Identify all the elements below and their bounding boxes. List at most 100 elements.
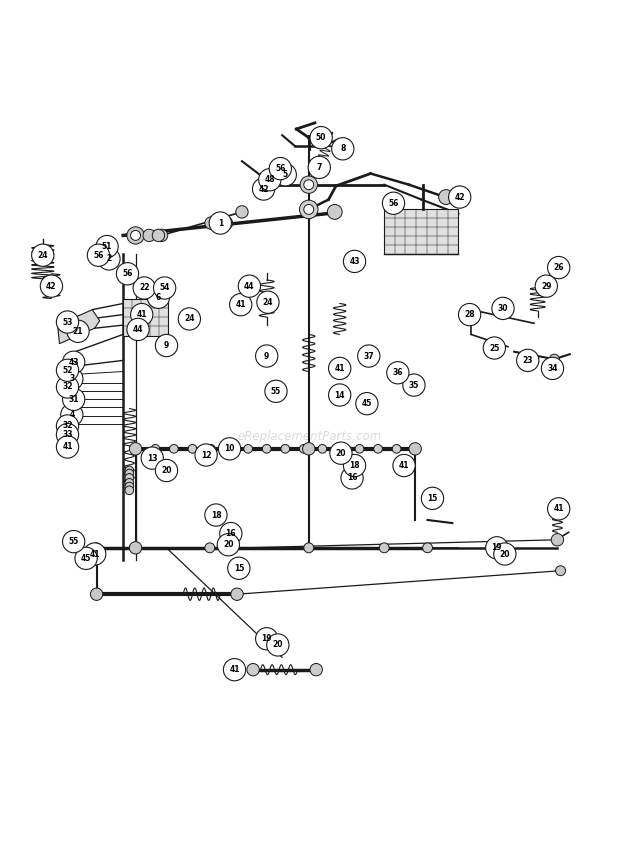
Circle shape (549, 354, 559, 364)
Circle shape (238, 275, 260, 297)
Circle shape (304, 543, 314, 552)
Text: 15: 15 (234, 564, 244, 573)
Circle shape (98, 248, 120, 270)
Circle shape (541, 357, 564, 380)
Circle shape (40, 275, 63, 297)
Text: 16: 16 (226, 529, 236, 538)
Text: 44: 44 (133, 325, 143, 334)
Text: 52: 52 (63, 365, 73, 375)
Circle shape (535, 275, 557, 297)
Circle shape (337, 445, 345, 453)
Circle shape (299, 200, 318, 219)
Circle shape (267, 634, 289, 656)
Circle shape (409, 443, 422, 455)
Text: 41: 41 (236, 301, 246, 309)
Circle shape (458, 303, 480, 326)
Circle shape (131, 303, 153, 326)
Text: 45: 45 (81, 554, 91, 562)
Circle shape (75, 547, 97, 569)
Circle shape (252, 178, 275, 200)
Circle shape (61, 368, 83, 390)
Circle shape (156, 334, 177, 357)
Circle shape (56, 424, 79, 445)
Text: 10: 10 (224, 445, 235, 453)
Circle shape (96, 236, 118, 258)
Circle shape (178, 308, 200, 330)
Text: 42: 42 (46, 281, 56, 290)
Text: 24: 24 (184, 314, 195, 323)
Circle shape (170, 445, 178, 453)
Circle shape (220, 217, 232, 229)
Text: 24: 24 (263, 298, 273, 306)
Text: 21: 21 (73, 327, 83, 336)
Circle shape (516, 349, 539, 371)
Circle shape (257, 291, 279, 313)
Text: 29: 29 (541, 281, 552, 290)
Circle shape (143, 229, 156, 242)
Circle shape (32, 244, 54, 266)
Text: 55: 55 (271, 386, 281, 396)
Circle shape (131, 231, 141, 240)
Circle shape (327, 205, 342, 219)
Circle shape (228, 557, 250, 579)
Circle shape (439, 189, 453, 205)
Circle shape (56, 311, 79, 333)
Circle shape (209, 212, 231, 234)
Circle shape (148, 286, 170, 308)
Circle shape (269, 157, 291, 179)
Circle shape (304, 205, 314, 215)
Circle shape (329, 357, 351, 380)
Circle shape (56, 436, 79, 458)
Circle shape (125, 466, 134, 475)
Circle shape (356, 392, 378, 415)
Text: 41: 41 (554, 504, 564, 514)
Text: 13: 13 (147, 454, 157, 462)
Circle shape (231, 588, 243, 600)
Circle shape (63, 530, 85, 552)
Circle shape (392, 445, 401, 453)
Text: 5: 5 (283, 170, 288, 179)
Text: 6: 6 (156, 293, 161, 301)
Circle shape (156, 229, 168, 242)
Text: 19: 19 (492, 543, 502, 552)
Text: 42: 42 (454, 193, 465, 201)
Circle shape (229, 294, 252, 316)
Circle shape (205, 217, 217, 229)
Circle shape (130, 443, 142, 455)
Circle shape (310, 126, 332, 149)
Circle shape (87, 244, 110, 266)
Circle shape (217, 534, 239, 556)
Circle shape (547, 498, 570, 520)
Circle shape (195, 444, 217, 466)
Text: 45: 45 (361, 399, 372, 408)
Circle shape (255, 345, 278, 367)
Text: 24: 24 (37, 251, 48, 259)
Circle shape (141, 447, 164, 469)
Circle shape (218, 438, 241, 460)
Circle shape (67, 320, 89, 343)
Text: 41: 41 (334, 364, 345, 373)
Circle shape (308, 157, 330, 179)
Text: 20: 20 (223, 541, 234, 549)
Circle shape (330, 442, 352, 464)
Text: eReplacementParts.com: eReplacementParts.com (238, 430, 382, 443)
Text: 56: 56 (122, 269, 133, 278)
Text: 7: 7 (317, 163, 322, 172)
Text: 20: 20 (335, 449, 346, 458)
Circle shape (304, 179, 314, 189)
Circle shape (63, 388, 85, 411)
Circle shape (259, 168, 281, 191)
Text: 43: 43 (349, 257, 360, 266)
Circle shape (244, 445, 252, 453)
Circle shape (63, 351, 85, 373)
Circle shape (556, 566, 565, 576)
Circle shape (393, 455, 415, 477)
Circle shape (125, 469, 134, 478)
Polygon shape (58, 310, 100, 344)
Circle shape (127, 318, 149, 340)
Text: 1: 1 (218, 219, 223, 227)
Circle shape (125, 478, 134, 488)
Text: 4: 4 (69, 410, 74, 419)
Text: 37: 37 (363, 352, 374, 360)
Text: 14: 14 (334, 391, 345, 399)
